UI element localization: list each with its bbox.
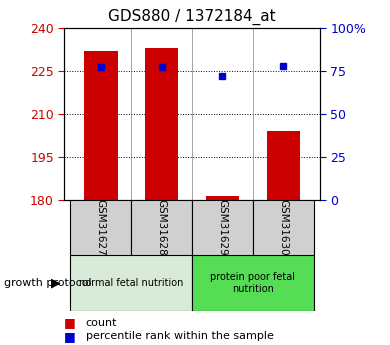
Text: normal fetal nutrition: normal fetal nutrition [79,278,183,288]
Text: protein poor fetal
nutrition: protein poor fetal nutrition [210,272,295,294]
Bar [71,200,131,255]
Text: count: count [86,318,117,327]
Text: GSM31627: GSM31627 [96,199,106,256]
Bar [71,255,192,310]
Text: ■: ■ [64,330,76,343]
Text: growth protocol: growth protocol [4,278,92,288]
Bar [192,200,253,255]
Text: ▶: ▶ [51,276,60,289]
Title: GDS880 / 1372184_at: GDS880 / 1372184_at [108,9,276,25]
Bar [253,200,314,255]
Bar [84,51,117,200]
Bar [192,255,314,310]
Text: GSM31629: GSM31629 [218,199,227,256]
Text: GSM31628: GSM31628 [157,199,167,256]
Text: GSM31630: GSM31630 [278,199,288,256]
Text: percentile rank within the sample: percentile rank within the sample [86,332,274,341]
Bar [145,48,178,200]
Bar [206,196,239,200]
Text: ■: ■ [64,316,76,329]
Bar [267,131,300,200]
Bar [131,200,192,255]
